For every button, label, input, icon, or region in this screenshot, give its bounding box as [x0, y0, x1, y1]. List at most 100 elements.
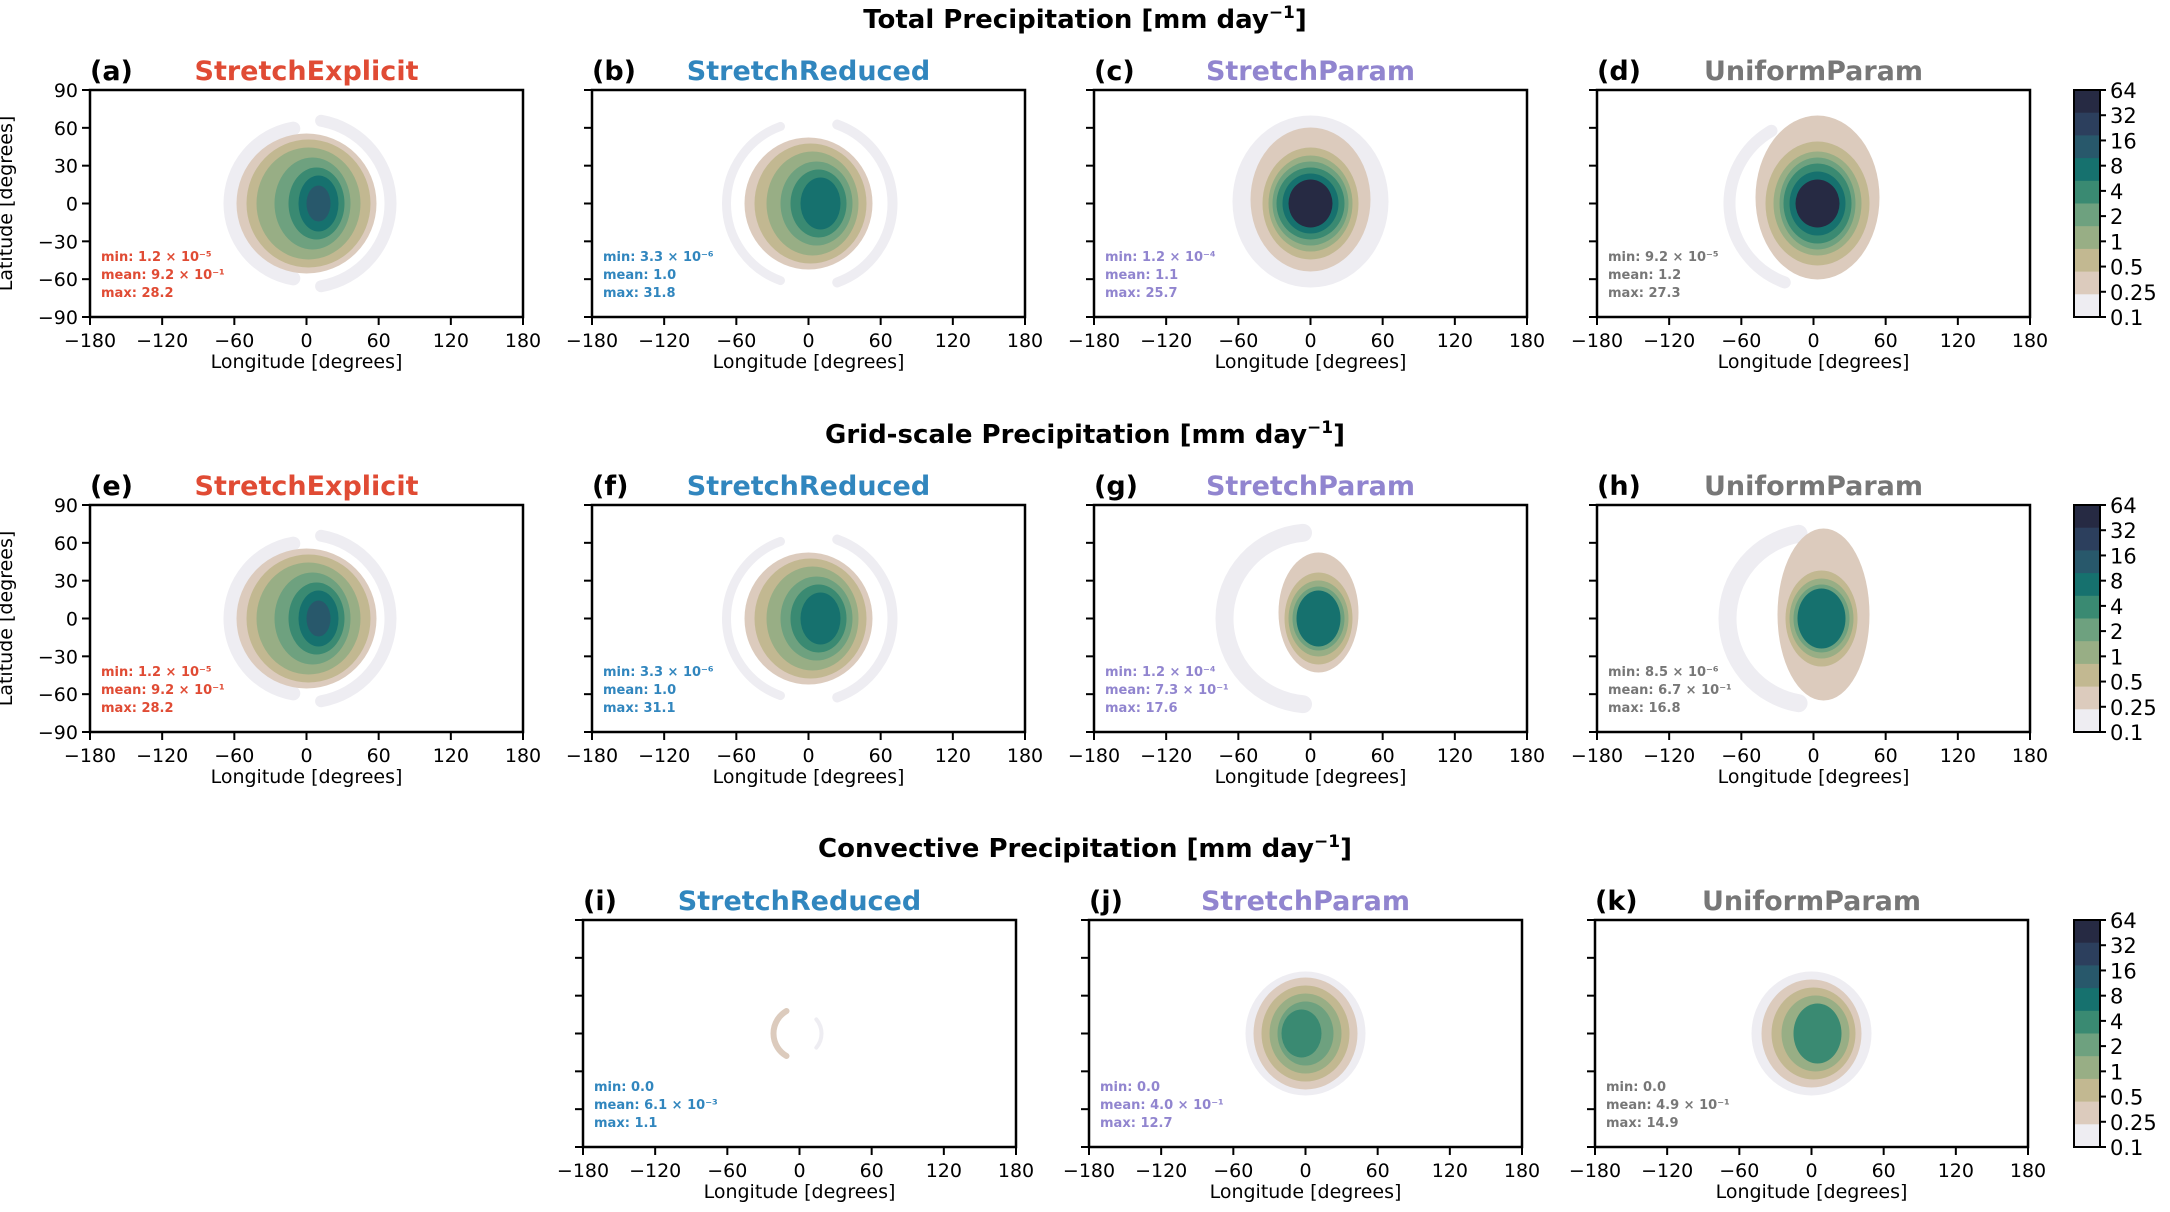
stat-max: max: 16.8 [1608, 701, 1681, 716]
panel-e: (e) StretchExplicit −180 −120 −60 0 60 120 180 Lo… [0, 471, 541, 788]
stat-value: 12.7 [1140, 1116, 1172, 1131]
precip-contour [1288, 179, 1333, 228]
precip-contour [800, 592, 841, 645]
precip-field [1245, 971, 1366, 1096]
panel-title: UniformParam [1704, 56, 1923, 87]
y-tick-label: −90 [38, 307, 78, 329]
colorbar-tick-label: 2 [2110, 1035, 2123, 1059]
panel-title: StretchReduced [678, 886, 921, 917]
panel-f: (f) StretchReduced −180 −120 −60 0 60 120 180 Lon… [566, 471, 1043, 788]
x-axis-label: Longitude [degrees] [1210, 1181, 1402, 1203]
stat-mean: mean: 6.1 × 10⁻³ [594, 1098, 718, 1113]
x-tick-label: 120 [935, 745, 971, 767]
stat-min: min: 1.2 × 10⁻⁴ [1105, 665, 1216, 680]
stat-mean: mean: 6.7 × 10⁻¹ [1608, 683, 1732, 698]
x-tick-label: −180 [64, 745, 116, 767]
colorbar-segment [2074, 686, 2100, 710]
x-axis-label: Longitude [degrees] [713, 351, 905, 373]
colorbar-segment [2074, 271, 2100, 295]
colorbar-tick-label: 8 [2110, 570, 2123, 594]
y-tick-label: 30 [54, 156, 78, 178]
x-tick-label: 60 [1371, 745, 1395, 767]
stat-key: min: [1105, 250, 1142, 265]
y-tick-label: −30 [38, 646, 78, 668]
colorbar-tick-label: 4 [2110, 180, 2123, 204]
stat-key: max: [1608, 701, 1648, 716]
x-tick-label: −180 [566, 745, 618, 767]
panel-label: (j) [1089, 886, 1123, 917]
stat-value: 0.0 [631, 1080, 654, 1095]
stat-max: max: 31.1 [603, 701, 676, 716]
panel-i: (i) StretchReduced −180 −120 −60 0 60 120 180 Lon… [557, 886, 1034, 1203]
colorbar-frame [2073, 89, 2101, 318]
stat-key: max: [101, 286, 141, 301]
stat-mean: mean: 1.0 [603, 268, 676, 283]
x-tick-label: −180 [1063, 1160, 1115, 1182]
colorbar-tick-label: 64 [2110, 909, 2137, 933]
colorbar-segment [2074, 90, 2100, 114]
x-tick-label: −60 [1218, 330, 1258, 352]
x-tick-label: −60 [716, 745, 756, 767]
stat-max: max: 14.9 [1606, 1116, 1679, 1131]
stat-value: 0.0 [1137, 1080, 1160, 1095]
x-tick-label: 180 [505, 745, 541, 767]
stat-key: max: [603, 286, 643, 301]
x-tick-label: 60 [1366, 1160, 1390, 1182]
colorbar-segment [2074, 942, 2100, 966]
precip-band [722, 121, 785, 286]
stat-key: min: [101, 665, 138, 680]
x-tick-label: 120 [926, 1160, 962, 1182]
stat-key: max: [1606, 1116, 1646, 1131]
panel-label: (d) [1597, 56, 1641, 87]
x-axis-label: Longitude [degrees] [211, 351, 403, 373]
x-tick-label: −120 [629, 1160, 681, 1182]
y-tick-label: −30 [38, 231, 78, 253]
colorbar-tick-label: 32 [2110, 934, 2137, 958]
stat-value: 8.5 × 10⁻⁶ [1645, 665, 1719, 680]
precip-contour [1296, 590, 1341, 647]
colorbar-segment [2074, 135, 2100, 159]
precip-contour [800, 177, 841, 230]
y-tick-label: −60 [38, 269, 78, 291]
stat-value: 9.2 × 10⁻¹ [151, 268, 225, 283]
colorbar-tick-label: 0.5 [2110, 256, 2143, 280]
x-tick-label: 180 [1504, 1160, 1540, 1182]
colorbar-frame [2073, 504, 2101, 733]
stat-value: 17.6 [1145, 701, 1177, 716]
row-title-exponent: −1 [1269, 3, 1295, 23]
x-tick-label: 120 [1432, 1160, 1468, 1182]
row-title-label: Grid-scale Precipitation [mm day [825, 420, 1307, 450]
x-tick-label: −180 [1068, 330, 1120, 352]
stat-min: min: 8.5 × 10⁻⁶ [1608, 665, 1719, 680]
stat-value: 25.7 [1145, 286, 1177, 301]
stat-key: min: [594, 1080, 631, 1095]
x-tick-label: −180 [1571, 330, 1623, 352]
x-tick-label: −60 [1721, 330, 1761, 352]
colorbar-tick-label: 0.1 [2110, 721, 2143, 745]
panel-c: (c) StretchParam −180 −120 −60 0 60 120 180 Longi… [1068, 56, 1545, 373]
row-title-exponent: −1 [1314, 832, 1340, 852]
colorbar-segment [2074, 226, 2100, 250]
x-tick-label: 60 [869, 745, 893, 767]
x-tick-label: 0 [1299, 1160, 1311, 1182]
colorbar-tick-label: 0.1 [2110, 1136, 2143, 1160]
stat-value: 1.2 [1658, 268, 1681, 283]
x-tick-label: 180 [998, 1160, 1034, 1182]
row-title-label: Total Precipitation [mm day [863, 5, 1269, 35]
colorbar-tick-label: 1 [2110, 1060, 2123, 1084]
x-tick-label: −120 [638, 745, 690, 767]
x-tick-label: 120 [433, 745, 469, 767]
precip-contour [1797, 588, 1846, 649]
stat-max: max: 28.2 [101, 286, 174, 301]
x-tick-label: 60 [860, 1160, 884, 1182]
colorbar-tick-label: 4 [2110, 595, 2123, 619]
panel-label: (h) [1597, 471, 1641, 502]
x-tick-label: 60 [367, 745, 391, 767]
colorbar-tick-label: 8 [2110, 155, 2123, 179]
colorbar-tick-label: 0.25 [2110, 1111, 2157, 1135]
y-axis-label: Latitude [degrees] [0, 531, 17, 707]
precip-contour [1281, 1009, 1322, 1058]
stat-value: 31.1 [643, 701, 675, 716]
